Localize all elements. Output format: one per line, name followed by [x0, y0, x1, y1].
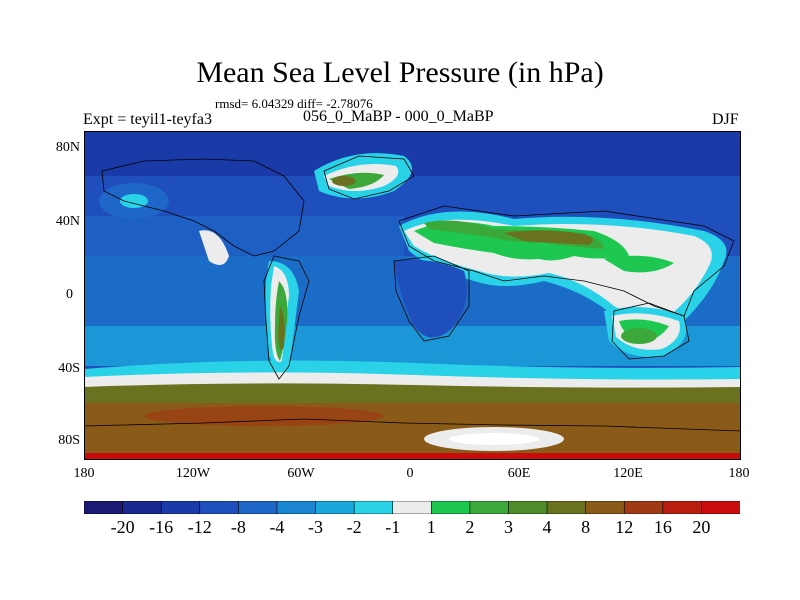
experiment-label: Expt = teyil1-teyfa3 — [83, 111, 212, 128]
north-band — [84, 216, 404, 256]
y-tick-40n: 40N — [55, 214, 80, 229]
colorbar-swatch — [430, 501, 471, 514]
colorbar-label: 8 — [581, 517, 591, 537]
periods-label: 056_0_MaBP - 000_0_MaBP — [303, 108, 494, 125]
map-frame — [84, 131, 741, 460]
africa-blue — [394, 259, 467, 338]
pressure-map — [84, 131, 741, 460]
colorbar-label: -3 — [308, 517, 324, 537]
x-tick-180e: 180 — [728, 466, 750, 481]
colorbar-swatch — [238, 501, 278, 514]
colorbar-label: -2 — [346, 517, 362, 537]
y-tick-80n: 80N — [55, 140, 80, 155]
colorbar-label: -1 — [385, 517, 401, 537]
y-tick-80s: 80S — [58, 433, 80, 448]
eurasia-brown — [504, 230, 593, 245]
colorbar-label: -4 — [269, 517, 285, 537]
colorbar-label: 12 — [615, 517, 634, 537]
x-tick-180w: 180 — [73, 466, 95, 481]
colorbar-swatch — [585, 501, 625, 514]
colorbar-swatch — [508, 501, 548, 514]
colorbar-swatch — [84, 501, 124, 514]
coast-north-america — [101, 158, 305, 257]
antarctic-core — [449, 433, 539, 445]
colorbar-swatch — [122, 501, 162, 514]
colorbar-swatch — [469, 501, 510, 514]
colorbar-swatch — [701, 501, 740, 514]
x-tick-60e: 60E — [507, 466, 531, 481]
colorbar-swatch — [315, 501, 355, 514]
colorbar-label: -8 — [230, 517, 246, 537]
colorbar-label: 16 — [653, 517, 672, 537]
x-tick-120e: 120E — [613, 466, 643, 481]
arctic-band — [84, 131, 741, 176]
pacific-core — [120, 194, 148, 208]
map-panel — [84, 131, 741, 460]
colorbar-swatch — [546, 501, 587, 514]
season-label: DJF — [712, 111, 739, 128]
coast-greenland — [323, 155, 415, 200]
coast-south-america — [263, 255, 310, 380]
x-tick-120w: 120W — [175, 466, 211, 481]
colorbar-label: 2 — [465, 517, 475, 537]
south-red — [144, 406, 384, 426]
x-tick-0: 0 — [406, 466, 414, 481]
colorbar-label: 4 — [542, 517, 552, 537]
y-tick-40s: 40S — [58, 361, 80, 376]
colorbar-label: 1 — [426, 517, 436, 537]
greenland-brown — [332, 176, 356, 186]
colorbar-swatch — [392, 501, 432, 514]
colorbar-swatch — [276, 501, 317, 514]
colorbar-swatch — [199, 501, 239, 514]
colorbar-label: 3 — [503, 517, 513, 537]
asia-green — [604, 255, 674, 273]
coast-antarctica — [84, 418, 741, 432]
chart-title: Mean Sea Level Pressure (in hPa) — [196, 56, 604, 89]
pole-red — [84, 453, 741, 460]
coast-africa — [393, 255, 470, 342]
colorbar-label: 20 — [692, 517, 711, 537]
colorbar-swatch — [623, 501, 664, 514]
colorbar-label: -20 — [110, 517, 135, 537]
colorbar-swatch — [160, 501, 201, 514]
x-tick-60w: 60W — [287, 466, 315, 481]
coast-australia — [611, 302, 690, 360]
stats-label: rmsd= 6.04329 diff= -2.78076 — [215, 96, 373, 111]
colorbar-label: -16 — [149, 517, 174, 537]
colorbar — [84, 501, 740, 514]
coastline-group — [84, 155, 741, 432]
y-tick-0: 0 — [66, 287, 73, 302]
colorbar-swatch — [353, 501, 394, 514]
australia-olive — [621, 328, 657, 344]
na-coast-white — [199, 230, 229, 265]
colorbar-label: -12 — [187, 517, 212, 537]
coast-eurasia — [398, 205, 735, 317]
sa-brown — [278, 306, 285, 351]
colorbar-swatch — [662, 501, 703, 514]
